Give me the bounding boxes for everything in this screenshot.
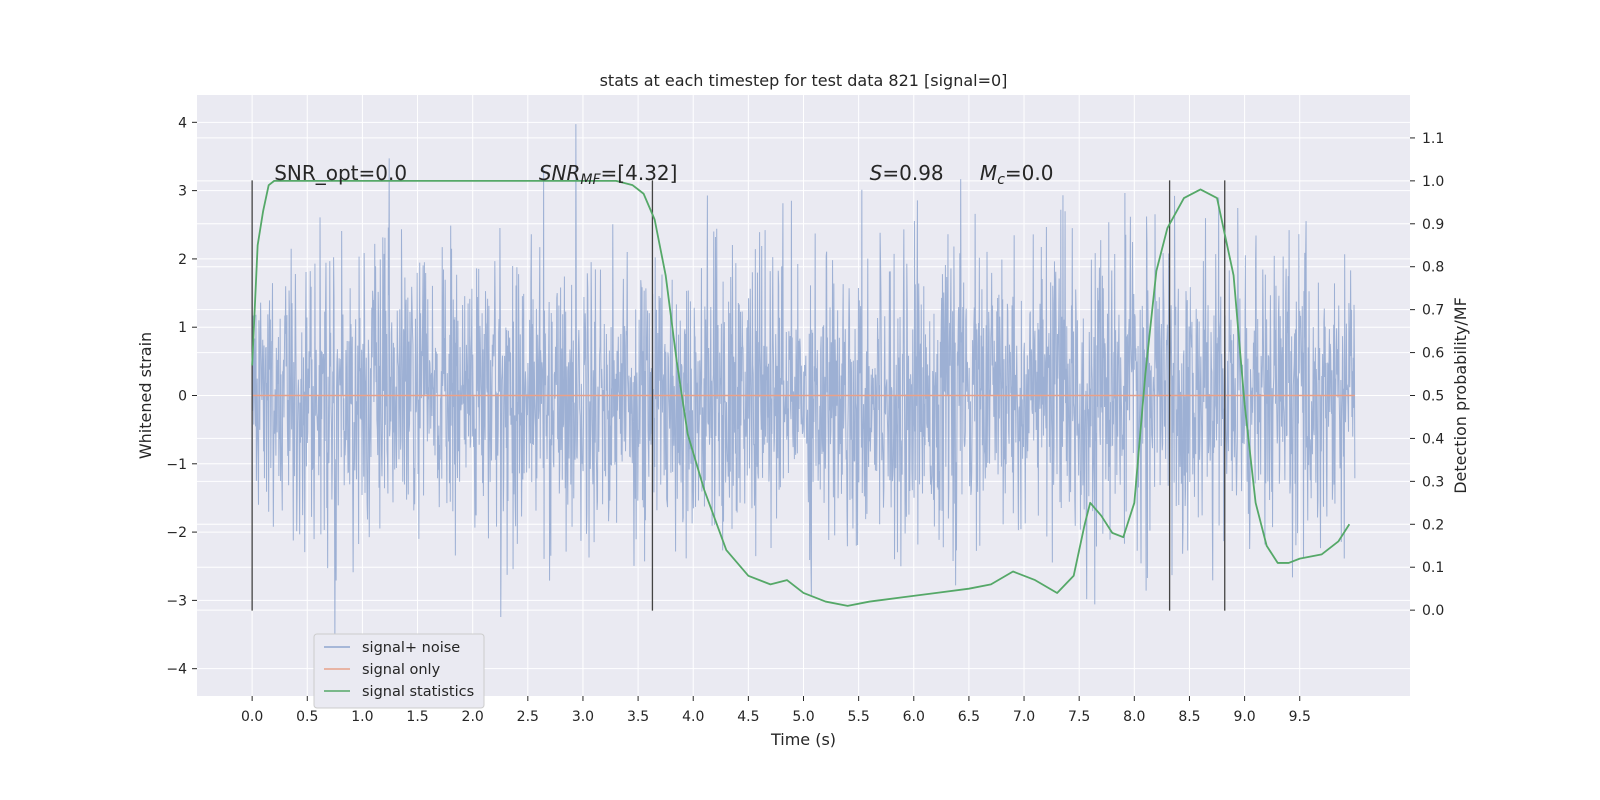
y2-tick-label: 0.7 xyxy=(1422,303,1444,319)
x-tick-label: 0.5 xyxy=(296,709,318,725)
annotation-symbol: S xyxy=(870,161,883,185)
legend-label-statistics: signal statistics xyxy=(362,684,474,700)
y-tick-label: 3 xyxy=(178,184,187,200)
y-tick-label: 0 xyxy=(178,389,187,405)
y2-tick-label: 0.4 xyxy=(1422,431,1444,447)
y2-axis-ticks: 1.1 1.0 0.9 0.8 0.7 0.6 0.5 0.4 0.3 0.2 0.1 0.0 xyxy=(1410,131,1444,619)
legend: signal+ noise signal only signal statist… xyxy=(313,633,485,709)
legend-label-signal: signal only xyxy=(362,662,441,678)
x-tick-label: 1.5 xyxy=(406,709,428,725)
y2-tick-label: 0.0 xyxy=(1422,603,1444,619)
x-tick-label: 0.0 xyxy=(241,709,263,725)
x-tick-label: 5.0 xyxy=(792,709,814,725)
y2-tick-label: 0.3 xyxy=(1422,474,1444,490)
annotation-label: Mc=0.0 xyxy=(980,161,1054,188)
y2-tick-label: 0.5 xyxy=(1422,389,1444,405)
y-tick-label: 2 xyxy=(178,252,187,268)
x-axis-ticks: 0.0 0.5 1.0 1.5 2.0 2.5 3.0 3.5 4.0 4.5 5.0 5.5 6.0 6… xyxy=(241,696,1311,725)
x-tick-label: 8.5 xyxy=(1178,709,1200,725)
signal-statistics-series xyxy=(251,179,1351,607)
annotations: SNR_opt=0.0 SNRMF=[4.32] S=0.98 Mc=0.0 xyxy=(274,161,1053,188)
legend-box xyxy=(313,633,485,709)
y2-tick-label: 0.6 xyxy=(1422,346,1444,362)
x-tick-label: 7.5 xyxy=(1068,709,1090,725)
x-tick-label: 6.5 xyxy=(958,709,980,725)
noise-line xyxy=(251,124,1356,640)
y2-axis-label: Detection probability/MF xyxy=(1451,297,1470,494)
y-tick-label: −3 xyxy=(166,593,187,609)
vertical-markers xyxy=(251,180,1226,611)
x-tick-label: 3.5 xyxy=(627,709,649,725)
annotation-value: =0.0 xyxy=(1005,161,1054,185)
x-tick-label: 6.0 xyxy=(903,709,925,725)
x-tick-label: 5.5 xyxy=(848,709,870,725)
x-tick-label: 9.5 xyxy=(1289,709,1311,725)
annotation-subscript: c xyxy=(997,172,1005,188)
annotation-subscript: MF xyxy=(580,172,601,188)
y2-tick-label: 0.2 xyxy=(1422,517,1444,533)
y-tick-label: −2 xyxy=(166,525,187,541)
y-tick-label: −1 xyxy=(166,457,187,473)
y2-tick-label: 0.8 xyxy=(1422,260,1444,276)
x-tick-label: 7.0 xyxy=(1013,709,1035,725)
x-tick-label: 2.0 xyxy=(462,709,484,725)
annotation-value: =0.98 xyxy=(882,161,943,185)
x-tick-label: 2.5 xyxy=(517,709,539,725)
annotation-label: S=0.98 xyxy=(870,161,944,185)
annotation-label: SNRMF=[4.32] xyxy=(539,161,678,188)
noise-series xyxy=(251,124,1356,640)
x-tick-label: 1.0 xyxy=(351,709,373,725)
x-tick-label: 4.5 xyxy=(737,709,759,725)
chart-title: stats at each timestep for test data 821… xyxy=(600,71,1008,90)
signal-statistics-line xyxy=(251,179,1351,607)
y2-tick-label: 1.0 xyxy=(1422,174,1444,190)
annotation-value: =[4.32] xyxy=(601,161,678,185)
annotation-label: SNR_opt=0.0 xyxy=(274,161,407,185)
annotation-symbol: SNR xyxy=(539,161,581,185)
x-tick-label: 3.0 xyxy=(572,709,594,725)
x-tick-label: 4.0 xyxy=(682,709,704,725)
y2-tick-label: 0.1 xyxy=(1422,560,1444,576)
y-tick-label: 1 xyxy=(178,320,187,336)
y2-tick-label: 0.9 xyxy=(1422,217,1444,233)
y-tick-label: −4 xyxy=(166,662,187,678)
y-axis-ticks: 4 3 2 1 0 −1 −2 −3 −4 xyxy=(166,115,197,678)
x-tick-label: 9.0 xyxy=(1233,709,1255,725)
annotation-symbol: M xyxy=(980,161,997,185)
x-axis-label: Time (s) xyxy=(770,730,836,749)
y-tick-label: 4 xyxy=(178,115,187,131)
y-axis-label: Whitened strain xyxy=(136,332,155,459)
legend-label-noise: signal+ noise xyxy=(362,640,460,656)
x-tick-label: 8.0 xyxy=(1123,709,1145,725)
y2-tick-label: 1.1 xyxy=(1422,131,1444,147)
